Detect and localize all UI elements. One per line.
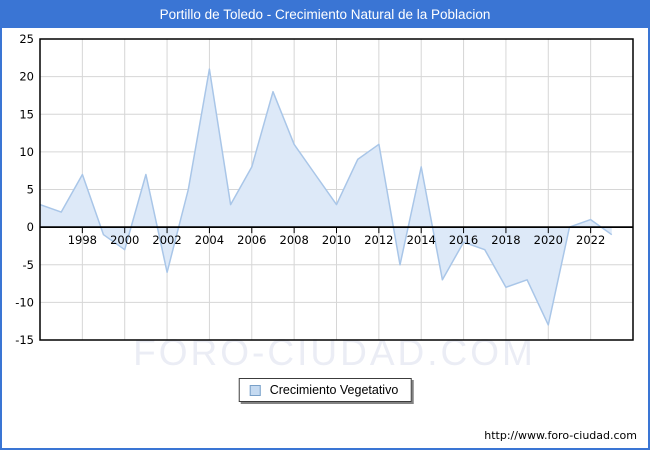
footer-url-link[interactable]: http://www.foro-ciudad.com: [484, 429, 637, 442]
x-tick-label: 2010: [322, 233, 351, 247]
plot-border: [39, 38, 634, 341]
y-tick-label: -10: [15, 295, 34, 309]
y-tick-label: -5: [23, 258, 34, 272]
x-tick-label: 2006: [237, 233, 266, 247]
y-tick-label: 5: [27, 183, 34, 197]
y-tick-label: 25: [19, 32, 34, 46]
y-tick-label: 10: [19, 145, 34, 159]
area-fill: [40, 69, 612, 325]
x-tick-label: 2022: [576, 233, 605, 247]
series-line: [39, 68, 613, 326]
x-tick-label: 2016: [449, 233, 478, 247]
y-tick-label: 0: [27, 220, 34, 234]
legend-box: Crecimiento Vegetativo: [238, 378, 412, 402]
x-tick-label: 2014: [407, 233, 436, 247]
legend-label: Crecimiento Vegetativo: [269, 383, 399, 397]
x-tick-label: 2004: [195, 233, 224, 247]
x-tick-label: 1998: [68, 233, 97, 247]
x-tick-label: 2008: [280, 233, 309, 247]
y-tick-label: 15: [19, 107, 34, 121]
legend-square-icon: [249, 384, 261, 396]
x-tick-label: 2012: [364, 233, 393, 247]
y-tick-label: -15: [15, 333, 34, 347]
page-title: Portillo de Toledo - Crecimiento Natural…: [159, 7, 491, 22]
title-bar: Portillo de Toledo - Crecimiento Natural…: [2, 2, 648, 28]
y-tick-label: 20: [19, 70, 34, 84]
x-tick-label: 2020: [534, 233, 563, 247]
x-tick-label: 2002: [152, 233, 181, 247]
x-tick-label: 2018: [491, 233, 520, 247]
x-tick-label: 2000: [110, 233, 139, 247]
